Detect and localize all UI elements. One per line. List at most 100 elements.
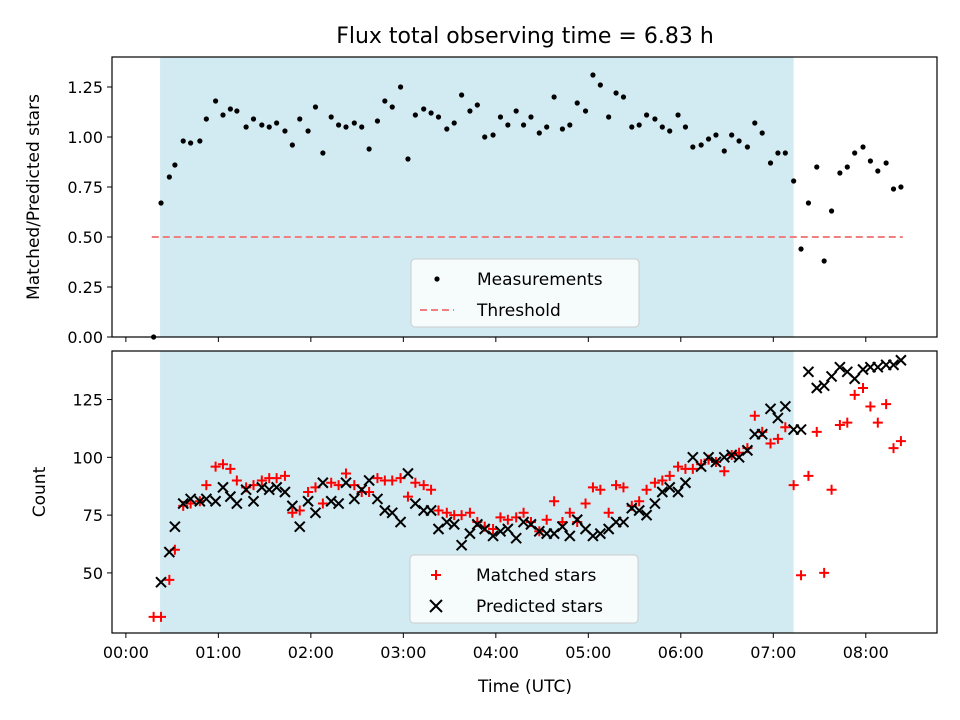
y-tick-label: 125 [72,391,103,410]
data-point [231,497,243,510]
axes-frame [111,350,938,634]
data-point [834,419,845,430]
data-point [656,486,669,498]
data-point [528,114,534,120]
data-point [805,200,812,206]
data-point [287,507,298,518]
data-point [888,443,899,454]
data-point [710,456,722,468]
x-tick-label: 07:00 [750,643,796,662]
data-point [471,518,484,531]
data-point [428,110,434,116]
x-tick-label: 04:00 [473,643,519,662]
data-point [848,373,861,385]
data-point [418,480,429,491]
y-tick-label: 50 [83,564,103,583]
data-point [803,470,814,481]
data-point [679,477,692,489]
data-point [594,527,607,540]
data-point [405,156,411,162]
data-point [459,92,465,98]
data-point [231,475,242,486]
data-point [659,124,665,130]
data-point [713,132,719,138]
data-point [663,481,676,494]
data-point [351,120,357,126]
data-point [574,100,580,106]
data-point [780,422,791,433]
data-point [317,498,328,509]
data-point [675,112,681,118]
panel-counts: 50 75 100 125 00:00 01:00 02:00 03:00 04:00 05:00… [30,350,938,662]
panel-ratio: 0.00 0.25 0.50 0.75 1.00 1.25 Matched/Predicte… [24,56,938,347]
data-point [317,477,329,489]
data-point [811,382,823,394]
data-point [382,98,388,104]
data-point [620,94,627,100]
data-point [441,507,452,518]
legend-box [409,554,639,624]
data-point [826,484,837,495]
data-point [587,530,599,542]
data-point [520,122,527,128]
data-point [286,500,299,512]
data-point [256,481,268,494]
data-point [597,82,603,88]
data-point [163,546,176,558]
data-point [687,451,699,464]
data-point [464,527,476,540]
data-point [412,112,418,118]
data-point [389,104,395,110]
data-point [825,370,838,383]
data-point [842,417,853,428]
data-point [895,354,907,366]
data-point [837,170,843,176]
data-point [551,94,557,100]
data-point [611,480,622,491]
data-point [200,493,213,505]
data-point [858,382,869,393]
data-point [541,514,552,525]
data-point [421,106,427,112]
axes-frame [111,56,938,338]
data-point [456,510,467,521]
data-point [297,116,303,122]
data-point [580,498,591,509]
data-point [374,118,381,124]
x-tick-label: 06:00 [658,643,704,662]
data-point [302,495,314,507]
data-point [690,144,696,150]
data-point [819,567,830,578]
data-point [872,417,883,428]
data-point [664,470,675,481]
data-point [796,570,807,581]
data-point [634,496,645,507]
legend-box [410,258,640,328]
data-point [782,150,788,156]
data-point [356,483,368,496]
data-point [371,493,384,505]
data-point [582,108,589,114]
data-point [875,168,881,174]
data-point [487,530,499,542]
data-point [633,504,645,517]
data-point [865,401,876,412]
data-point [617,516,630,528]
data-point [166,174,172,180]
data-point [448,518,460,531]
data-point [752,120,758,126]
data-point [410,477,421,488]
data-point [857,363,869,376]
data-point [495,512,506,523]
data-point [212,98,219,104]
data-point [386,507,398,519]
data-point [494,525,507,538]
data-point [343,124,349,130]
data-point [844,164,850,170]
data-point [795,423,807,436]
data-point [359,124,365,130]
data-point [867,158,874,164]
y-tick-label: 75 [83,506,103,525]
data-point [881,399,892,410]
